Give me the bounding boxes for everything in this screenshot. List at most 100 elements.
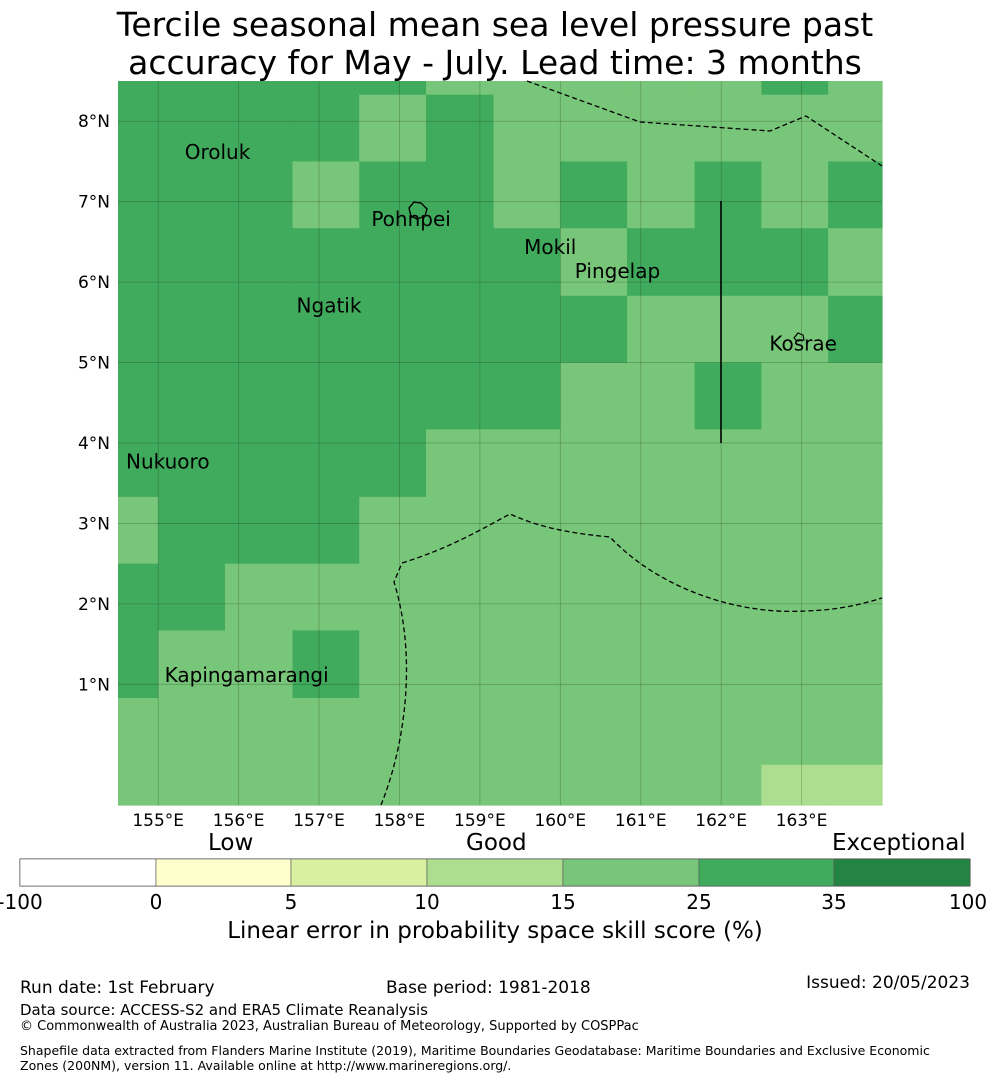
skill-cell	[359, 81, 427, 96]
longitude-label: 157°E	[293, 811, 345, 831]
colorbar-swatch	[562, 858, 700, 887]
latitude-label: 2°N	[78, 595, 110, 615]
skill-cell	[828, 496, 883, 565]
skill-cell	[761, 429, 829, 498]
skill-cell	[828, 698, 883, 766]
skill-cell	[694, 295, 762, 364]
skill-cell	[761, 81, 829, 96]
skill-cell	[627, 161, 696, 229]
latitude-label: 8°N	[78, 112, 110, 132]
skill-cell	[224, 429, 294, 498]
skill-cell	[627, 81, 696, 96]
skill-cell	[560, 764, 628, 806]
skill-cell	[627, 496, 696, 565]
colorbar-swatch	[290, 858, 428, 887]
longitude-label: 160°E	[534, 811, 586, 831]
skill-cell	[493, 429, 561, 498]
skill-cell	[828, 429, 883, 498]
skill-cell	[359, 295, 427, 364]
latitude-label: 1°N	[78, 675, 110, 695]
skill-cell	[627, 94, 696, 163]
skill-cell	[560, 362, 628, 430]
skill-cell	[828, 295, 883, 364]
skill-cell	[828, 81, 883, 96]
skill-cell	[359, 94, 427, 163]
latitude-labels: 8°N 7°N 6°N 5°N 4°N 3°N 2°N 1°N	[78, 112, 110, 695]
skill-cell	[493, 496, 561, 565]
skill-cell	[158, 630, 226, 699]
skill-cell	[761, 630, 829, 699]
latitude-label: 7°N	[78, 193, 110, 213]
colorbar-tick: 100	[948, 890, 988, 914]
skill-cell	[761, 94, 829, 163]
skill-cell	[627, 295, 696, 364]
skill-cell	[426, 496, 495, 565]
skill-cell	[158, 295, 226, 364]
skill-cell	[118, 496, 159, 565]
skill-cell	[118, 563, 159, 632]
skill-cell	[560, 563, 628, 632]
eez-boundaries	[380, 80, 883, 806]
skill-cell	[292, 161, 360, 229]
skill-cell	[224, 563, 294, 632]
skill-cell	[158, 94, 226, 163]
skill-cell	[694, 496, 762, 565]
skill-cell	[493, 563, 561, 632]
skill-cell	[359, 698, 427, 766]
skill-cell	[493, 228, 561, 297]
place-label: Pingelap	[575, 259, 660, 283]
skill-cell	[118, 295, 159, 364]
skill-cell	[359, 429, 427, 498]
skill-cell	[493, 764, 561, 806]
copyright-notice: © Commonwealth of Australia 2023, Austra…	[20, 1019, 639, 1034]
skill-cell	[426, 698, 495, 766]
skill-cell	[292, 228, 360, 297]
skill-cell	[158, 228, 226, 297]
colorbar-tick: 25	[686, 890, 712, 914]
skill-cell	[493, 161, 561, 229]
colorbar-swatch	[698, 858, 835, 887]
skill-cell	[493, 698, 561, 766]
skill-cell	[828, 563, 883, 632]
skill-cell	[118, 94, 159, 163]
colorbar	[19, 858, 971, 887]
skill-cell	[761, 362, 829, 430]
colorbar-swatch	[155, 858, 292, 887]
place-label: Kapingamarangi	[165, 663, 329, 687]
skill-grid	[118, 81, 883, 806]
skill-cell	[359, 362, 427, 430]
skill-cell	[560, 496, 628, 565]
skill-cell	[158, 496, 226, 565]
skill-cell	[292, 94, 360, 163]
title-line-1: Tercile seasonal mean sea level pressure…	[116, 5, 874, 44]
skill-cell	[627, 630, 696, 699]
kosrae-island-outline	[793, 332, 805, 342]
skill-cell	[426, 764, 495, 806]
colorbar-category-good: Good	[466, 830, 527, 856]
place-label: Kosrae	[769, 331, 837, 355]
skill-cell	[426, 295, 495, 364]
skill-cell	[493, 295, 561, 364]
skill-cell	[828, 94, 883, 163]
skill-cell	[493, 81, 561, 96]
skill-cell	[118, 81, 159, 96]
data-source: Data source: ACCESS-S2 and ERA5 Climate …	[20, 1001, 428, 1019]
skill-cell	[426, 81, 495, 96]
longitude-label: 159°E	[454, 811, 506, 831]
skill-cell	[627, 563, 696, 632]
skill-cell	[224, 496, 294, 565]
skill-cell	[118, 630, 159, 699]
skill-cell	[828, 630, 883, 699]
skill-cell	[224, 81, 294, 96]
skill-cell	[627, 228, 696, 297]
skill-cell	[694, 698, 762, 766]
colorbar-label: Linear error in probability space skill …	[227, 918, 763, 944]
skill-cell	[359, 563, 427, 632]
latitude-label: 4°N	[78, 434, 110, 454]
colorbar-tick: 35	[821, 890, 847, 914]
skill-cell	[560, 228, 628, 297]
skill-cell	[224, 362, 294, 430]
latitude-label: 3°N	[78, 514, 110, 534]
